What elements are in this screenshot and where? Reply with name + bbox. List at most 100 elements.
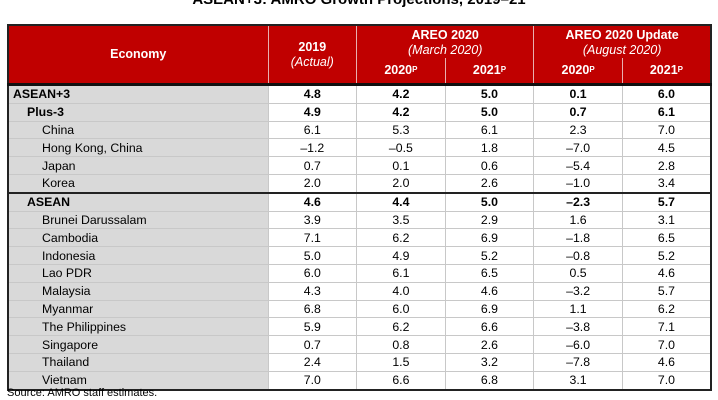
table-row: Vietnam 7.0 6.6 6.8 3.1 7.0 [8,371,712,391]
value-cell: 6.5 [622,228,712,248]
value-cell: 6.0 [268,264,358,283]
value-cell: 0.6 [445,156,535,175]
value-cell: 2.6 [445,174,535,194]
header-areo-2020: AREO 2020 (March 2020) [356,24,535,58]
table-row: Myanmar 6.8 6.0 6.9 1.1 6.2 [8,300,712,319]
value-cell: 6.6 [445,317,535,337]
value-cell: 4.6 [445,282,535,301]
value-cell: 4.2 [356,103,446,122]
value-cell: 4.9 [356,246,446,265]
value-cell: 3.1 [533,371,623,391]
value-cell: –1.8 [533,228,623,248]
table-row: Japan 0.7 0.1 0.6 –5.4 2.8 [8,156,712,175]
header-areo-2021p: 2021P [445,58,535,85]
value-cell: 5.2 [622,246,712,265]
value-cell: –1.0 [533,174,623,194]
value-cell: 0.8 [356,335,446,354]
value-cell: –3.2 [533,282,623,301]
economy-name: Japan [8,156,269,175]
header-areo-2020p: 2020P [356,58,446,85]
economy-name: Hong Kong, China [8,138,269,158]
value-cell: 5.7 [622,282,712,301]
value-cell: –2.3 [533,191,623,212]
value-cell: 5.0 [445,84,535,104]
table-row: Lao PDR 6.0 6.1 6.5 0.5 4.6 [8,264,712,283]
economy-name: Singapore [8,335,269,354]
header-2019-actual: 2019 (Actual) [268,24,358,85]
value-cell: 2.8 [622,156,712,175]
value-cell: 1.5 [356,353,446,372]
value-cell: 4.6 [622,264,712,283]
value-cell: 6.1 [622,103,712,122]
value-cell: 1.8 [445,138,535,158]
value-cell: 6.2 [356,228,446,248]
economy-name: ASEAN+3 [8,84,269,104]
table-row: Korea 2.0 2.0 2.6 –1.0 3.4 [8,174,712,194]
value-cell: 5.7 [622,191,712,212]
value-cell: 2.9 [445,211,535,230]
value-cell: 5.0 [445,191,535,212]
value-cell: 3.9 [268,211,358,230]
table-row: Plus-3 4.9 4.2 5.0 0.7 6.1 [8,103,712,122]
source-note: Source: AMRO staff estimates. [7,387,158,399]
table-title: ASEAN+3: AMRO Growth Projections, 2019–2… [0,0,718,9]
header-areo-sub: (March 2020) [408,43,483,57]
value-cell: –0.8 [533,246,623,265]
value-cell: 7.0 [268,371,358,391]
economy-name: China [8,121,269,140]
value-cell: –6.0 [533,335,623,354]
economy-name: Malaysia [8,282,269,301]
table-row: Thailand 2.4 1.5 3.2 –7.8 4.6 [8,353,712,372]
value-cell: 6.1 [356,264,446,283]
value-cell: 0.1 [356,156,446,175]
value-cell: 2.0 [356,174,446,194]
value-cell: 2.6 [445,335,535,354]
value-cell: –5.4 [533,156,623,175]
value-cell: 0.5 [533,264,623,283]
value-cell: 6.0 [622,84,712,104]
value-cell: 7.1 [622,317,712,337]
value-cell: –1.2 [268,138,358,158]
value-cell: 6.2 [356,317,446,337]
value-cell: 7.0 [622,371,712,391]
value-cell: 0.7 [268,335,358,354]
header-update-title: AREO 2020 Update [565,28,679,42]
header-actual-label: (Actual) [290,54,334,69]
economy-name: Indonesia [8,246,269,265]
table-row: Brunei Darussalam 3.9 3.5 2.9 1.6 3.1 [8,211,712,230]
value-cell: 2.0 [268,174,358,194]
economy-name: Lao PDR [8,264,269,283]
value-cell: 0.7 [533,103,623,122]
header-update-sub: (August 2020) [582,43,662,57]
value-cell: 3.4 [622,174,712,194]
value-cell: 6.1 [445,121,535,140]
table-row: Singapore 0.7 0.8 2.6 –6.0 7.0 [8,335,712,354]
value-cell: 4.4 [356,191,446,212]
economy-name: ASEAN [8,191,269,212]
value-cell: 6.5 [445,264,535,283]
table-row: Cambodia 7.1 6.2 6.9 –1.8 6.5 [8,228,712,248]
value-cell: 5.9 [268,317,358,337]
header-update-2021p: 2021P [622,58,712,85]
value-cell: –0.5 [356,138,446,158]
value-cell: 2.3 [533,121,623,140]
value-cell: 5.0 [268,246,358,265]
economy-name: Korea [8,174,269,194]
value-cell: 6.6 [356,371,446,391]
value-cell: 0.1 [533,84,623,104]
table-row: Hong Kong, China –1.2 –0.5 1.8 –7.0 4.5 [8,138,712,158]
table-row: The Philippines 5.9 6.2 6.6 –3.8 7.1 [8,317,712,337]
value-cell: 4.0 [356,282,446,301]
growth-projections-table: Economy 2019 (Actual) AREO 2020 (March 2… [7,24,712,391]
economy-name: Vietnam [8,371,269,391]
table-row: Indonesia 5.0 4.9 5.2 –0.8 5.2 [8,246,712,265]
value-cell: –7.0 [533,138,623,158]
economy-name: Thailand [8,353,269,372]
economy-name: Myanmar [8,300,269,319]
value-cell: –7.8 [533,353,623,372]
value-cell: 6.9 [445,228,535,248]
value-cell: 4.8 [268,84,358,104]
value-cell: 4.9 [268,103,358,122]
value-cell: 5.2 [445,246,535,265]
value-cell: 4.5 [622,138,712,158]
